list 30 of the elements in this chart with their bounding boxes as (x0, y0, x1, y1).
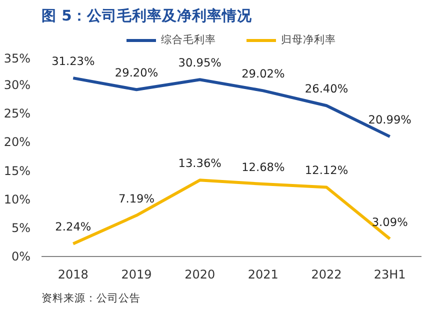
y-tick-label: 0% (11, 250, 31, 264)
x-tick-label: 2022 (311, 268, 342, 282)
legend-label: 归母净利率 (281, 33, 336, 47)
x-tick-label: 2018 (58, 268, 88, 282)
y-tick-label: 25% (4, 106, 30, 121)
data-label: 12.12% (304, 163, 348, 178)
data-label: 30.95% (178, 56, 222, 70)
y-tick-label: 10% (4, 192, 30, 206)
y-tick-label: 35% (4, 52, 30, 66)
data-label: 7.19% (118, 191, 155, 206)
data-label: 26.40% (304, 82, 348, 96)
legend-label: 综合毛利率 (161, 33, 216, 47)
data-label: 29.20% (114, 66, 158, 80)
y-tick-label: 20% (4, 135, 30, 150)
x-tick-label: 2020 (184, 268, 216, 282)
data-label: 20.99% (368, 112, 412, 127)
y-tick-label: 30% (4, 78, 30, 92)
data-label: 13.36% (178, 156, 222, 170)
chart-title: 图 5：公司毛利率及净利率情况 (42, 6, 253, 24)
text: 资料来源：公司公告 (42, 292, 140, 304)
data-label: 31.23% (52, 54, 95, 68)
data-label: 3.09% (372, 214, 408, 229)
x-tick-label: 2021 (248, 268, 278, 282)
y-tick-label: 15% (4, 164, 30, 178)
x-tick-label: 2019 (121, 268, 152, 282)
data-label: 12.68% (242, 160, 285, 174)
data-label: 29.02% (242, 66, 285, 81)
x-tick-label: 23H1 (374, 268, 406, 282)
data-label: 2.24% (55, 220, 92, 234)
y-tick-label: 5% (11, 220, 31, 235)
